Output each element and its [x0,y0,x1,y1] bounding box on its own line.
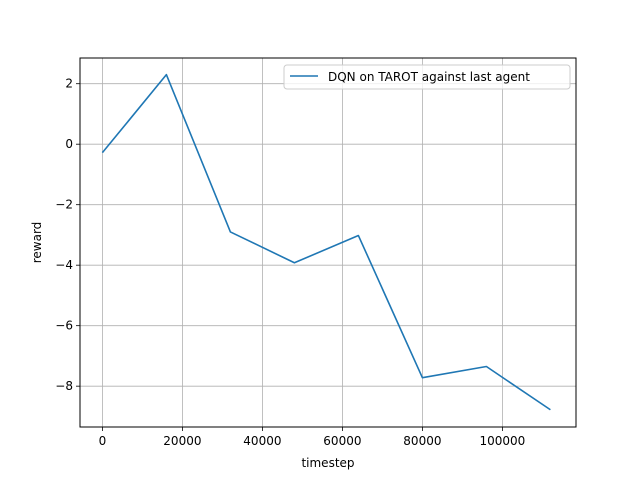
legend: DQN on TAROT against last agent [283,64,571,90]
series-line [101,73,551,411]
grid-lines [80,58,576,427]
y-axis-label: reward [30,222,44,264]
y-tick-label: −6 [55,319,73,333]
y-tick-label: −4 [55,258,73,272]
x-tick-label: 60000 [323,434,361,448]
y-tick-label: −2 [55,198,73,212]
y-tick-label: −8 [55,379,73,393]
legend-label: DQN on TAROT against last agent [328,70,530,84]
series-layer [101,73,551,411]
x-axis-label: timestep [301,456,354,470]
y-axis-ticks: 2 0 −2 −4 −6 −8 [55,77,80,393]
x-axis-ticks: 0 20000 40000 60000 80000 100000 [99,427,525,448]
plot-frame [79,57,577,428]
y-tick-label: 2 [65,77,73,91]
x-tick-label: 100000 [479,434,525,448]
x-tick-label: 80000 [403,434,441,448]
x-tick-label: 20000 [163,434,201,448]
legend-box [283,64,571,90]
x-tick-label: 40000 [243,434,281,448]
y-tick-label: 0 [65,137,73,151]
x-tick-label: 0 [99,434,107,448]
